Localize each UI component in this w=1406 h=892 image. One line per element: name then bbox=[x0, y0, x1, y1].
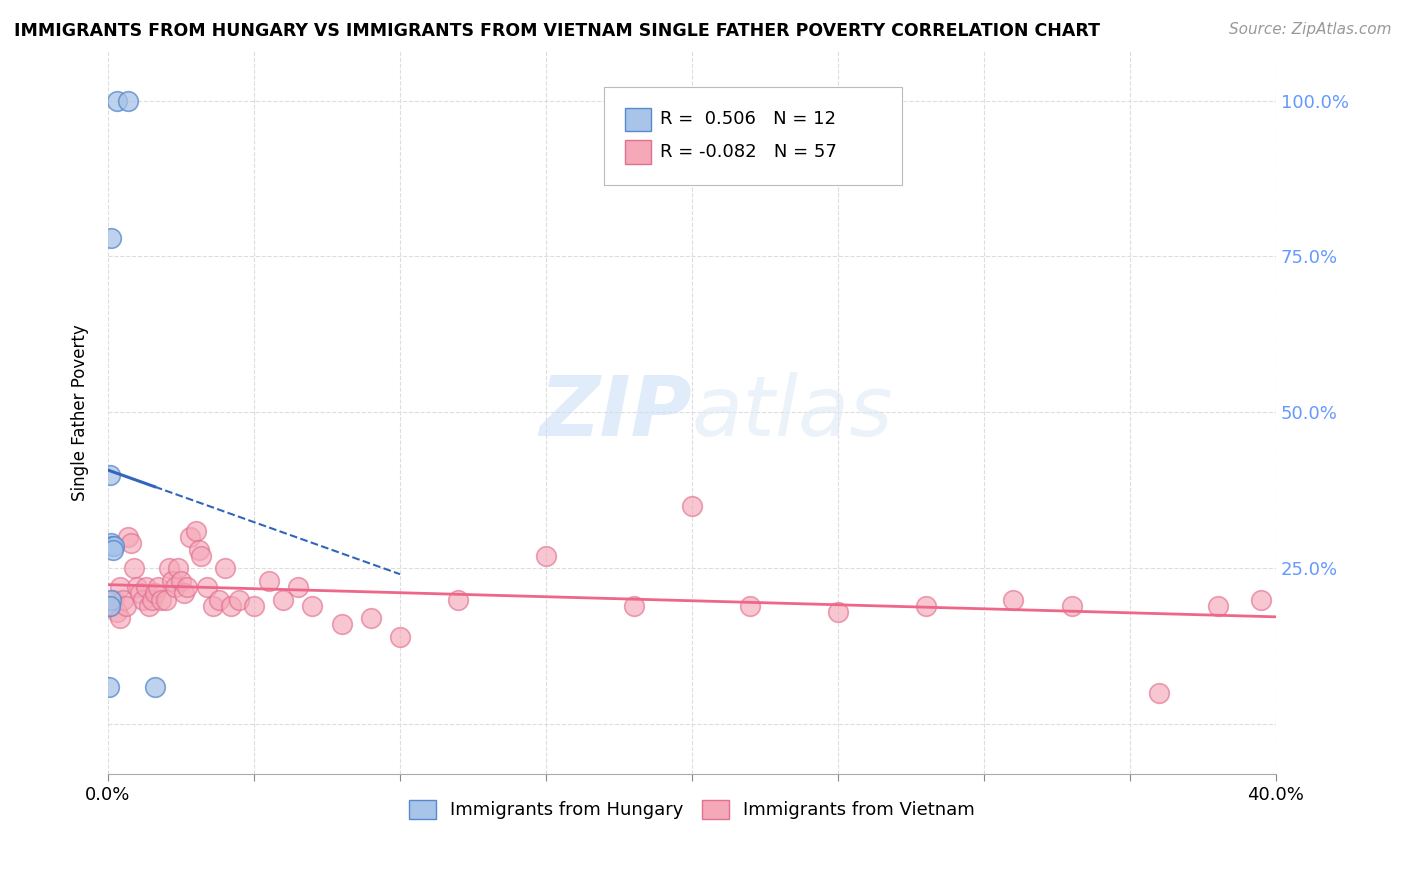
Point bbox=[228, 592, 250, 607]
FancyBboxPatch shape bbox=[626, 140, 651, 163]
Point bbox=[157, 561, 180, 575]
Point bbox=[287, 580, 309, 594]
Text: R =  0.506   N = 12: R = 0.506 N = 12 bbox=[661, 111, 837, 128]
Point bbox=[129, 586, 152, 600]
Point bbox=[219, 599, 242, 613]
Point bbox=[214, 561, 236, 575]
Point bbox=[447, 592, 470, 607]
Point bbox=[114, 599, 136, 613]
Point bbox=[160, 574, 183, 588]
Point bbox=[100, 231, 122, 245]
Point bbox=[165, 580, 187, 594]
Point bbox=[1206, 599, 1229, 613]
Point bbox=[101, 540, 124, 554]
FancyBboxPatch shape bbox=[626, 108, 651, 131]
Point bbox=[117, 94, 139, 108]
Text: ZIP: ZIP bbox=[540, 372, 692, 453]
Point bbox=[149, 592, 172, 607]
Point bbox=[98, 599, 121, 613]
FancyBboxPatch shape bbox=[605, 87, 903, 185]
Point bbox=[914, 599, 936, 613]
Point bbox=[143, 680, 166, 694]
Point bbox=[360, 611, 382, 625]
Point bbox=[257, 574, 280, 588]
Point bbox=[108, 611, 131, 625]
Text: R = -0.082   N = 57: R = -0.082 N = 57 bbox=[661, 143, 838, 161]
Point bbox=[623, 599, 645, 613]
Point bbox=[100, 592, 122, 607]
Point bbox=[301, 599, 323, 613]
Point bbox=[1250, 592, 1272, 607]
Point bbox=[243, 599, 266, 613]
Point bbox=[103, 540, 125, 554]
Point bbox=[1147, 686, 1170, 700]
Point bbox=[103, 542, 125, 557]
Point bbox=[827, 605, 849, 619]
Point bbox=[100, 536, 122, 550]
Point bbox=[184, 524, 207, 538]
Point bbox=[122, 561, 145, 575]
Point bbox=[132, 592, 155, 607]
Text: Source: ZipAtlas.com: Source: ZipAtlas.com bbox=[1229, 22, 1392, 37]
Point bbox=[111, 592, 134, 607]
Point bbox=[105, 94, 128, 108]
Point bbox=[146, 580, 169, 594]
Point bbox=[138, 599, 160, 613]
Point bbox=[534, 549, 557, 563]
Point bbox=[187, 542, 209, 557]
Point bbox=[143, 586, 166, 600]
Point bbox=[120, 536, 142, 550]
Point bbox=[202, 599, 225, 613]
Point bbox=[195, 580, 218, 594]
Point bbox=[155, 592, 177, 607]
Text: IMMIGRANTS FROM HUNGARY VS IMMIGRANTS FROM VIETNAM SINGLE FATHER POVERTY CORRELA: IMMIGRANTS FROM HUNGARY VS IMMIGRANTS FR… bbox=[14, 22, 1099, 40]
Point bbox=[167, 561, 190, 575]
Y-axis label: Single Father Poverty: Single Father Poverty bbox=[72, 324, 89, 500]
Point bbox=[388, 630, 411, 644]
Point bbox=[271, 592, 294, 607]
Point bbox=[98, 680, 121, 694]
Point bbox=[179, 530, 201, 544]
Point bbox=[105, 605, 128, 619]
Point bbox=[135, 580, 157, 594]
Point bbox=[127, 580, 149, 594]
Point bbox=[1060, 599, 1083, 613]
Point bbox=[103, 592, 125, 607]
Point bbox=[190, 549, 212, 563]
Point bbox=[208, 592, 231, 607]
Point bbox=[170, 574, 193, 588]
Point bbox=[173, 586, 195, 600]
Point bbox=[98, 467, 121, 482]
Legend: Immigrants from Hungary, Immigrants from Vietnam: Immigrants from Hungary, Immigrants from… bbox=[402, 793, 983, 827]
Text: atlas: atlas bbox=[692, 372, 894, 453]
Point bbox=[100, 599, 122, 613]
Point bbox=[740, 599, 762, 613]
Point bbox=[1002, 592, 1025, 607]
Point bbox=[681, 499, 703, 513]
Point bbox=[108, 580, 131, 594]
Point bbox=[141, 592, 163, 607]
Point bbox=[330, 617, 353, 632]
Point bbox=[176, 580, 198, 594]
Point bbox=[117, 530, 139, 544]
